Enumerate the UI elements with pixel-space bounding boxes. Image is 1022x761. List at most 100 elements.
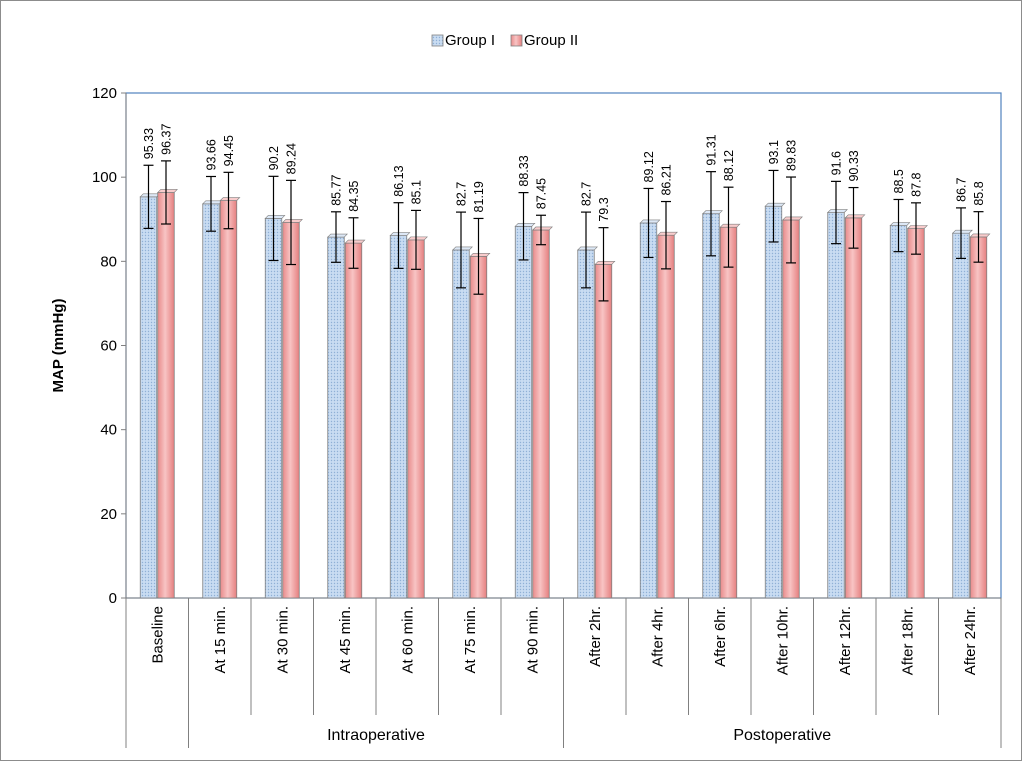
bar-group-1 bbox=[577, 249, 595, 599]
bar-group-1 bbox=[702, 213, 720, 599]
category-label: After 6hr. bbox=[712, 606, 729, 667]
bar-top bbox=[827, 209, 848, 213]
bar-top bbox=[657, 231, 678, 236]
legend-label: Group II bbox=[524, 32, 578, 49]
bar-group-1 bbox=[202, 203, 220, 599]
bar-group-2 bbox=[407, 239, 425, 599]
category-label: At 45 min. bbox=[337, 606, 354, 674]
category-label: At 75 min. bbox=[462, 606, 479, 674]
bar-group-2 bbox=[157, 192, 175, 599]
bar-group-2 bbox=[469, 255, 488, 599]
data-label: 95.33 bbox=[142, 128, 156, 159]
bar-top bbox=[264, 215, 286, 219]
bar-top bbox=[594, 260, 616, 265]
x-axis-categories: Intraoperative Postoperative Baseline At 15… bbox=[125, 598, 1002, 748]
category-label: At 30 min. bbox=[274, 606, 291, 674]
data-label: 87.8 bbox=[910, 172, 924, 196]
bar-top bbox=[389, 232, 411, 236]
data-label: 85.8 bbox=[972, 181, 986, 205]
bar-top bbox=[139, 193, 161, 198]
y-tick-label: 0 bbox=[109, 590, 117, 607]
error-bars bbox=[143, 160, 984, 302]
bar-group-1 bbox=[952, 232, 970, 599]
bar-top bbox=[782, 216, 803, 221]
y-tick-label: 60 bbox=[100, 338, 117, 355]
data-label: 85.1 bbox=[410, 180, 424, 204]
data-label: 81.19 bbox=[472, 181, 486, 212]
bar-group-1 bbox=[889, 225, 908, 599]
data-label: 82.7 bbox=[455, 182, 469, 206]
category-label: At 15 min. bbox=[212, 606, 229, 674]
bar-group-1 bbox=[514, 225, 533, 599]
bar-top bbox=[532, 226, 553, 231]
group-label: Intraoperative bbox=[327, 727, 425, 744]
plot-area bbox=[125, 92, 1002, 599]
data-label: 79.3 bbox=[597, 197, 611, 221]
bar-top bbox=[219, 197, 241, 201]
category-label: At 60 min. bbox=[399, 606, 416, 674]
data-label: 90.2 bbox=[267, 146, 281, 170]
data-label: 87.45 bbox=[535, 178, 549, 209]
y-tick-label: 120 bbox=[92, 85, 117, 102]
bar-top bbox=[327, 233, 348, 238]
bar-group-2 bbox=[657, 234, 675, 599]
bar-top bbox=[639, 219, 661, 224]
data-label: 89.83 bbox=[785, 140, 799, 171]
data-label: 91.6 bbox=[830, 151, 844, 175]
data-label: 84.35 bbox=[347, 180, 361, 211]
y-tick-label: 20 bbox=[100, 506, 117, 523]
bar-top bbox=[702, 210, 723, 215]
bar-group-2 bbox=[282, 222, 300, 599]
data-label: 93.66 bbox=[205, 139, 219, 170]
category-label: After 12hr. bbox=[837, 606, 854, 675]
bar-top bbox=[514, 222, 536, 227]
data-label: 86.21 bbox=[660, 164, 674, 195]
data-label: 86.7 bbox=[955, 178, 969, 202]
bar-top bbox=[719, 223, 741, 228]
bar-group-1 bbox=[264, 218, 283, 599]
data-label: 86.13 bbox=[392, 165, 406, 196]
bar-top bbox=[452, 246, 473, 251]
category-label: At 90 min. bbox=[524, 606, 541, 674]
category-label: After 24hr. bbox=[962, 606, 979, 675]
category-label: After 18hr. bbox=[899, 606, 916, 675]
data-label: 88.5 bbox=[892, 169, 906, 193]
y-tick-label: 100 bbox=[92, 169, 117, 186]
y-axis-label: MAP (mmHg) bbox=[50, 299, 67, 393]
group-label: Postoperative bbox=[733, 727, 831, 744]
bar-top bbox=[282, 219, 303, 223]
category-label: After 4hr. bbox=[649, 606, 666, 667]
data-label: 88.12 bbox=[722, 150, 736, 181]
data-label: 94.45 bbox=[222, 135, 236, 166]
data-label: 88.33 bbox=[517, 155, 531, 186]
data-label: 91.31 bbox=[705, 134, 719, 165]
data-labels: 95.33 93.66 90.2 85.77 86.13 82.7 88.33 82.7 89.… bbox=[142, 124, 986, 222]
bar-group-1 bbox=[827, 212, 845, 599]
bar-group-1 bbox=[639, 222, 658, 599]
bar-group-1 bbox=[139, 196, 158, 599]
bar-group-2 bbox=[219, 200, 238, 599]
bar-group-2 bbox=[907, 228, 925, 599]
data-label: 85.77 bbox=[330, 174, 344, 205]
data-label: 96.37 bbox=[160, 124, 174, 155]
data-label: 93.1 bbox=[767, 140, 781, 164]
data-label: 89.24 bbox=[285, 143, 299, 174]
bar-group-2 bbox=[344, 242, 363, 599]
bars bbox=[139, 189, 991, 599]
bar-top bbox=[907, 225, 928, 229]
bar-group-2 bbox=[844, 217, 863, 599]
legend: Group I Group II bbox=[431, 32, 578, 49]
bar-group-2 bbox=[532, 229, 550, 599]
bar-top bbox=[889, 222, 911, 226]
category-label: After 2hr. bbox=[587, 606, 604, 667]
bar-top bbox=[407, 236, 428, 241]
bar-top bbox=[844, 214, 866, 219]
bar-group-1 bbox=[452, 249, 470, 599]
legend-label: Group I bbox=[445, 32, 495, 49]
bar-top bbox=[344, 239, 366, 244]
data-label: 82.7 bbox=[580, 182, 594, 206]
bar-top bbox=[952, 229, 973, 234]
bar-group-2 bbox=[594, 263, 613, 599]
bar-group-1 bbox=[389, 235, 408, 599]
